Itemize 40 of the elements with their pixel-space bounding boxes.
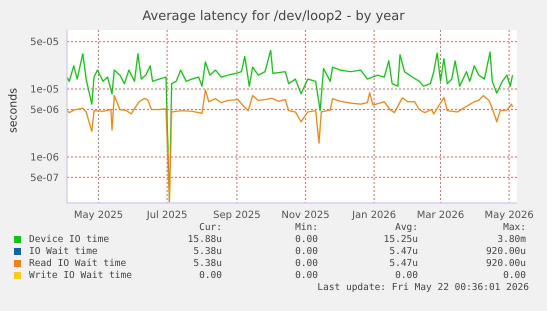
- x-tick-label: Mar 2026: [416, 210, 464, 222]
- y-tick-label: 5e-07: [30, 172, 59, 184]
- line-series: [67, 89, 514, 202]
- text: 0.00: [294, 258, 318, 269]
- text: Cur:: [198, 222, 222, 233]
- x-tick-label: Jul 2025: [146, 210, 188, 222]
- legend-label: IO Wait time: [29, 246, 98, 257]
- text: 5.47u: [388, 246, 418, 257]
- legend-label: Device IO time: [29, 234, 110, 245]
- x-tick-label: Nov 2025: [281, 210, 330, 222]
- y-tick-label: 5e-05: [30, 37, 59, 48]
- x-tick-label: May 2026: [484, 210, 534, 222]
- text: 0.00: [294, 270, 318, 281]
- text: 5.47u: [388, 258, 418, 269]
- text: 0.00: [294, 246, 318, 257]
- text: 920.00u: [484, 246, 526, 257]
- x-tick-label: May 2025: [74, 210, 124, 222]
- text: 5.38u: [192, 258, 222, 269]
- text: 0.00: [294, 234, 318, 245]
- legend-label: Read IO Wait time: [29, 258, 126, 269]
- text: Last update: Fri May 22 00:36:01 2026: [317, 282, 529, 293]
- text: 920.00u: [484, 258, 526, 269]
- x-tick-label: Sep 2025: [213, 210, 261, 222]
- text: 0.00: [394, 270, 418, 281]
- y-tick-label: 5e-06: [30, 105, 59, 116]
- text: 0.00: [502, 270, 526, 281]
- text: 15.88u: [186, 234, 222, 245]
- chart-title: Average latency for /dev/loop2 - by year: [141, 9, 406, 24]
- text: 5.38u: [192, 246, 222, 257]
- y-axis-title: seconds: [6, 87, 20, 135]
- y-tick-label: 1e-05: [30, 84, 59, 96]
- text: 3.80m: [496, 234, 526, 245]
- text: 0.00: [198, 270, 222, 281]
- text: Max:: [502, 222, 526, 233]
- text: 15.25u: [382, 234, 418, 245]
- x-tick-label: Jan 2026: [351, 210, 396, 222]
- text: Avg:: [394, 222, 418, 233]
- y-tick-label: 1e-06: [30, 152, 59, 164]
- text: Min:: [294, 222, 318, 233]
- legend-label: Write IO Wait time: [29, 270, 132, 281]
